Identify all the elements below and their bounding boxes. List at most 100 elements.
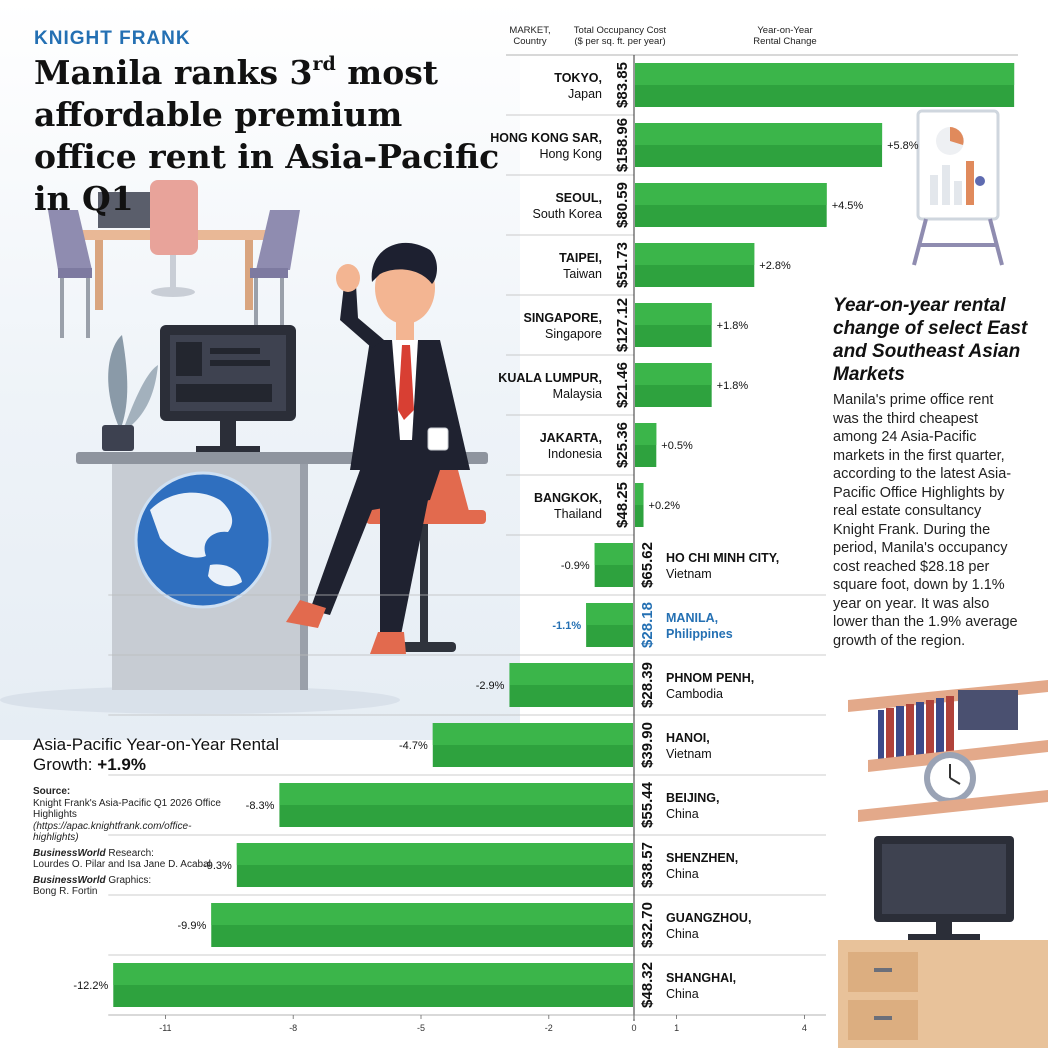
col-header-market-line1: MARKET, <box>509 25 551 36</box>
graphics-publication: BusinessWorld <box>33 874 106 886</box>
market-city: SEOUL, <box>555 191 602 205</box>
market-city: HO CHI MINH CITY, <box>666 551 779 565</box>
sources-block: Source: Knight Frank's Asia-Pacific Q1 2… <box>33 786 223 902</box>
bar-highlight <box>635 63 1015 85</box>
col-header-market-line2: Country <box>513 36 547 47</box>
cost-label: $25.36 <box>614 422 631 468</box>
market-city: KUALA LUMPUR, <box>498 371 602 385</box>
market-city: HONG KONG SAR, <box>490 131 602 145</box>
cost-label: $51.73 <box>614 242 631 288</box>
regional-growth: Asia-Pacific Year-on-Year Rental Growth:… <box>33 735 293 775</box>
market-country: China <box>666 807 699 821</box>
value-label: +1.8% <box>717 320 749 332</box>
graphics-label: Graphics: <box>105 874 152 886</box>
bar-highlight <box>635 123 883 145</box>
market-country: Japan <box>568 87 602 101</box>
market-country: China <box>666 927 699 941</box>
bar-highlight <box>432 723 633 745</box>
coffee-mug <box>427 427 449 451</box>
back-chair-right <box>256 210 300 270</box>
value-label: +2.8% <box>759 260 791 272</box>
source-url: (https://apac.knightfrank.com/office-hig… <box>33 820 192 844</box>
value-label: +5.8% <box>887 140 919 152</box>
value-label: +1.8% <box>717 380 749 392</box>
research-names: Lourdes O. Pilar and Isa Jane D. Acabal <box>33 859 211 870</box>
market-city: JAKARTA, <box>540 431 602 445</box>
cost-label: $55.44 <box>639 781 656 828</box>
value-label: +0.2% <box>649 500 681 512</box>
bar-highlight <box>635 303 712 325</box>
bar-highlight <box>635 483 644 505</box>
value-label: -4.7% <box>399 740 428 752</box>
market-city: TAIPEI, <box>559 251 602 265</box>
cost-label: $32.70 <box>639 902 656 948</box>
bar-highlight <box>509 663 633 685</box>
value-label: +4.5% <box>832 200 864 212</box>
col-header-cost-line1: Total Occupancy Cost <box>573 25 667 36</box>
market-city: SINGAPORE, <box>524 311 603 325</box>
value-label: +0.5% <box>661 440 693 452</box>
value-label: -12.2% <box>73 980 108 992</box>
page-title: Manila ranks 3rd most affordable premium… <box>34 52 514 220</box>
value-label: -2.9% <box>476 680 505 692</box>
bar-highlight <box>113 963 633 985</box>
person-legs <box>310 470 440 615</box>
col-header-cost: Total Occupancy Cost ($ per sq. ft. per … <box>566 25 674 47</box>
market-country: Vietnam <box>666 747 712 761</box>
market-country: Malaysia <box>553 387 602 401</box>
cost-label: $38.57 <box>639 842 656 888</box>
title-part-1: Manila ranks 3 <box>34 53 313 92</box>
market-city: SHANGHAI, <box>666 971 736 985</box>
back-laptop <box>98 192 150 228</box>
bar-highlight <box>635 423 657 445</box>
source-label: Source: <box>33 786 71 797</box>
market-city: SHENZHEN, <box>666 851 738 865</box>
col-header-cost-line2: ($ per sq. ft. per year) <box>574 36 666 47</box>
person-hand <box>336 264 360 292</box>
plant <box>108 335 128 425</box>
back-chair-pink <box>150 180 198 255</box>
bar-highlight <box>635 363 712 385</box>
market-country: China <box>666 987 699 1001</box>
market-city: HANOI, <box>666 731 710 745</box>
graphics-entry: BusinessWorld Graphics: Bong R. Fortin <box>33 875 223 898</box>
source-entry: Source: Knight Frank's Asia-Pacific Q1 2… <box>33 786 223 844</box>
market-country: Taiwan <box>563 267 602 281</box>
col-header-yoy-line1: Year-on-Year <box>757 25 813 36</box>
cost-label: $48.32 <box>639 962 656 1008</box>
cost-label: $127.12 <box>614 298 631 352</box>
x-tick-label: 0 <box>631 1023 636 1033</box>
value-label: -8.3% <box>246 800 275 812</box>
title-part-2: most affordable premium office rent in A… <box>34 53 500 218</box>
graphics-names: Bong R. Fortin <box>33 886 98 897</box>
bar-highlight <box>594 543 633 565</box>
cost-label: $83.85 <box>614 62 631 108</box>
back-chair-left <box>48 210 92 270</box>
value-label: -0.9% <box>561 560 590 572</box>
value-label: -9.9% <box>178 920 207 932</box>
bar-highlight <box>635 243 755 265</box>
market-city: GUANGZHOU, <box>666 911 751 925</box>
cost-label: $158.96 <box>614 118 631 172</box>
market-country: Indonesia <box>548 447 602 461</box>
market-country: Cambodia <box>666 687 723 701</box>
market-country: Hong Kong <box>539 147 602 161</box>
presentation-easel <box>912 109 1004 266</box>
bar-highlight <box>279 783 633 805</box>
market-city: BANGKOK, <box>534 491 602 505</box>
market-city: TOKYO, <box>554 71 602 85</box>
regional-growth-label: Asia-Pacific Year-on-Year Rental Growth: <box>33 735 280 774</box>
market-country: Singapore <box>545 327 602 341</box>
side-body-text: Manila's prime office rent was the third… <box>833 392 1018 649</box>
side-heading: Year-on-year rental change of select Eas… <box>833 295 1028 385</box>
x-tick-label: 1 <box>674 1023 679 1033</box>
col-header-yoy-line2: Rental Change <box>753 36 817 47</box>
office-illustration <box>0 180 488 714</box>
research-publication: BusinessWorld <box>33 847 106 859</box>
bar-highlight <box>236 843 633 865</box>
col-header-market: MARKET, Country <box>504 25 556 47</box>
source-text: Knight Frank's Asia-Pacific Q1 2026 Offi… <box>33 797 221 821</box>
title-superscript: rd <box>312 53 336 75</box>
bar-highlight <box>586 603 633 625</box>
